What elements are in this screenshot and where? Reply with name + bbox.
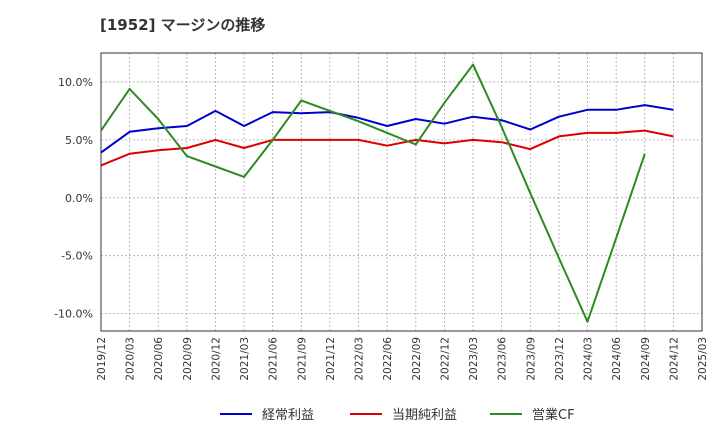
x-tick-label: 2025/03 [697, 337, 709, 381]
x-tick-label: 2020/06 [153, 337, 165, 381]
series-line-0 [100, 104, 674, 154]
x-tick-label: 2019/12 [96, 337, 108, 381]
x-tick-label: 2021/06 [268, 337, 280, 381]
chart-title: [1952] マージンの推移 [100, 16, 266, 34]
y-tick-label: -10.0% [54, 308, 93, 321]
x-tick-label: 2022/09 [411, 337, 423, 381]
x-tick-label: 2024/03 [583, 337, 595, 381]
legend-label: 経常利益 [262, 408, 314, 423]
x-tick-label: 2023/06 [497, 337, 509, 381]
x-tick-label: 2020/12 [210, 337, 222, 381]
x-tick-label: 2020/03 [125, 337, 137, 381]
x-tick-label: 2022/06 [382, 337, 394, 381]
y-tick-label: 0.0% [65, 192, 93, 205]
legend-label: 営業CF [532, 407, 575, 423]
x-tick-label: 2023/03 [468, 337, 480, 381]
x-tick-label: 2022/03 [354, 337, 366, 381]
y-tick-label: 5.0% [65, 134, 93, 147]
x-tick-label: 2023/12 [554, 337, 566, 381]
x-tick-label: 2024/06 [611, 337, 623, 381]
series-line-2 [100, 63, 646, 323]
x-tick-label: 2024/12 [668, 337, 680, 381]
x-tick-label: 2023/09 [525, 337, 537, 381]
x-tick-label: 2021/09 [296, 337, 308, 381]
y-tick-label: -5.0% [61, 250, 93, 263]
series-line-1 [100, 129, 674, 167]
y-tick-label: 10.0% [58, 76, 93, 89]
legend-label: 当期純利益 [392, 408, 457, 423]
x-tick-label: 2020/09 [182, 337, 194, 381]
x-tick-label: 2021/03 [239, 337, 251, 381]
x-tick-label: 2024/09 [640, 337, 652, 381]
plot-border [100, 52, 703, 332]
x-tick-label: 2021/12 [325, 337, 337, 381]
plot-area [101, 53, 702, 331]
x-tick-label: 2022/12 [439, 337, 451, 381]
